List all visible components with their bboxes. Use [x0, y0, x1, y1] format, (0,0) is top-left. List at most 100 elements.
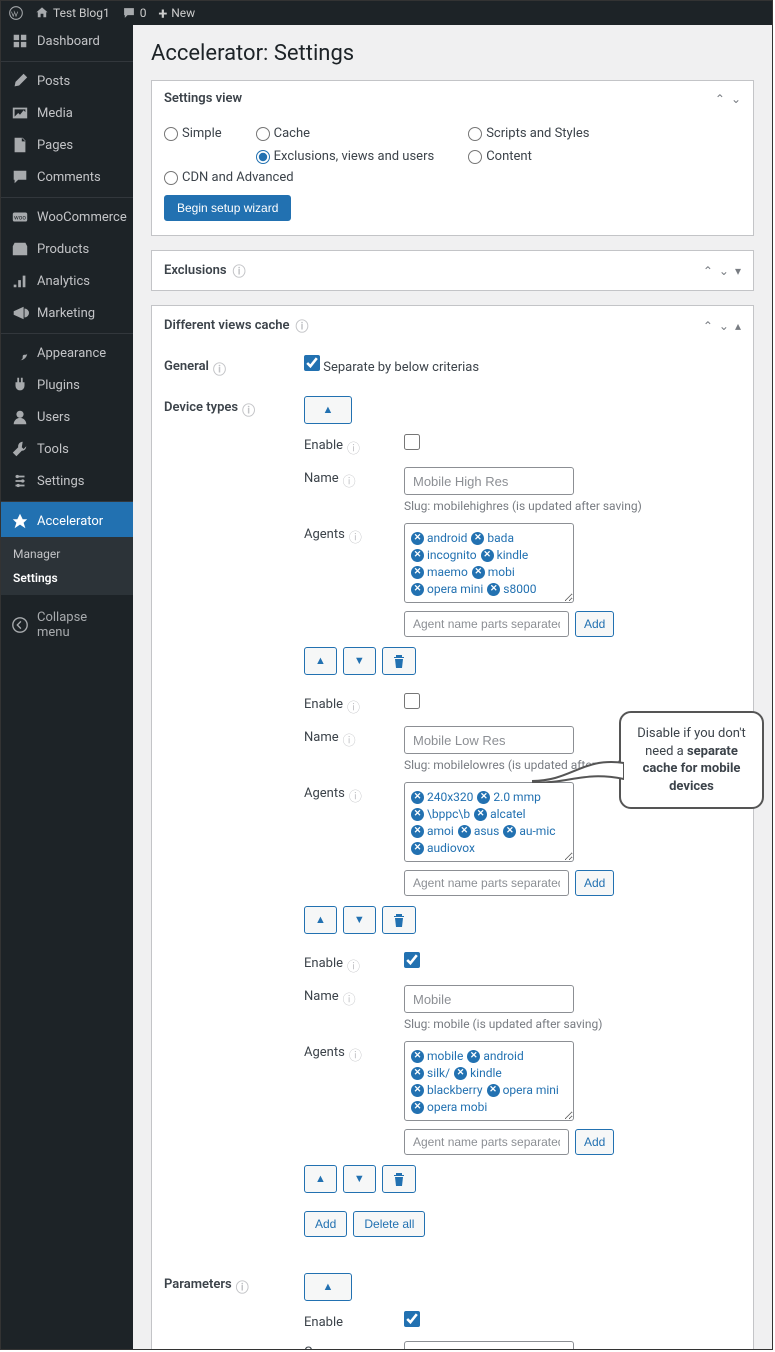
remove-tag-icon[interactable]: ✕ — [458, 825, 471, 838]
remove-tag-icon[interactable]: ✕ — [487, 1084, 500, 1097]
new-link[interactable]: +New — [159, 4, 196, 23]
separate-checkbox[interactable]: Separate by below criterias — [304, 360, 479, 375]
add-button[interactable]: Add — [575, 611, 614, 637]
remove-tag-icon[interactable]: ✕ — [411, 825, 424, 838]
add-button[interactable]: Add — [575, 870, 614, 896]
sidebar-item-dashboard[interactable]: Dashboard — [1, 25, 133, 57]
remove-tag-icon[interactable]: ✕ — [411, 583, 424, 596]
sidebar-item-settings[interactable]: Settings — [1, 465, 133, 497]
help-icon[interactable]: ⓘ — [213, 359, 226, 378]
up-icon[interactable]: ▴ — [735, 319, 741, 333]
expand-down-icon[interactable]: ⌄ — [719, 319, 729, 333]
remove-tag-icon[interactable]: ✕ — [472, 566, 485, 579]
tag-item: ✕opera mini — [411, 582, 483, 596]
collapse-button[interactable]: ▲ — [304, 396, 352, 424]
views-cache-head[interactable]: Different views cache ⓘ ⌃⌄▴ — [152, 306, 753, 345]
view-radio-exclusions-views-and-users[interactable]: Exclusions, views and users — [256, 149, 435, 164]
sidebar-item-products[interactable]: Products — [1, 233, 133, 265]
help-icon[interactable]: ⓘ — [236, 1277, 249, 1296]
add-button[interactable]: Add — [575, 1129, 614, 1155]
sidebar-item-marketing[interactable]: Marketing — [1, 297, 133, 329]
help-icon[interactable]: ⓘ — [233, 261, 246, 280]
remove-tag-icon[interactable]: ✕ — [411, 1067, 424, 1080]
view-radio-scripts-and-styles[interactable]: Scripts and Styles — [468, 126, 589, 141]
view-radio-content[interactable]: Content — [468, 149, 589, 164]
remove-tag-icon[interactable]: ✕ — [411, 549, 424, 562]
tag-input[interactable] — [404, 870, 569, 896]
agents-tagbox[interactable]: ✕android✕bada✕incognito✕kindle✕maemo✕mob… — [404, 523, 574, 603]
move-down-button[interactable]: ▼ — [343, 1165, 376, 1193]
delete-all-button[interactable]: Delete all — [353, 1211, 425, 1237]
expand-down-icon[interactable]: ⌄ — [719, 264, 729, 278]
settings-view-head[interactable]: Settings view ⌃⌄ — [152, 81, 753, 116]
sidebar-item-users[interactable]: Users — [1, 401, 133, 433]
remove-tag-icon[interactable]: ✕ — [487, 583, 500, 596]
move-up-button[interactable]: ▲ — [304, 1165, 337, 1193]
move-down-button[interactable]: ▼ — [343, 906, 376, 934]
sidebar-sub-manager[interactable]: Manager — [1, 542, 133, 566]
enable-checkbox[interactable] — [404, 693, 420, 709]
sidebar-item-plugins[interactable]: Plugins — [1, 369, 133, 401]
name-input[interactable] — [404, 726, 574, 754]
remove-tag-icon[interactable]: ✕ — [454, 1067, 467, 1080]
help-icon[interactable]: ⓘ — [296, 316, 309, 335]
remove-tag-icon[interactable]: ✕ — [411, 1101, 424, 1114]
remove-tag-icon[interactable]: ✕ — [411, 1084, 424, 1097]
remove-tag-icon[interactable]: ✕ — [471, 532, 484, 545]
sidebar-item-analytics[interactable]: Analytics — [1, 265, 133, 297]
dropdown-icon[interactable]: ▾ — [735, 264, 741, 278]
exclusions-head[interactable]: Exclusions ⓘ ⌃⌄▾ — [152, 251, 753, 290]
enable-checkbox[interactable] — [404, 1311, 420, 1327]
remove-tag-icon[interactable]: ✕ — [411, 566, 424, 579]
expand-down-icon[interactable]: ⌄ — [731, 92, 741, 106]
sidebar-item-tools[interactable]: Tools — [1, 433, 133, 465]
sidebar-item-pages[interactable]: Pages — [1, 129, 133, 161]
sidebar-item-appearance[interactable]: Appearance — [1, 333, 133, 369]
view-radio-cdn-and-advanced[interactable]: CDN and Advanced — [164, 170, 294, 185]
move-up-button[interactable]: ▲ — [304, 647, 337, 675]
view-radio-cache[interactable]: Cache — [256, 126, 435, 141]
remove-tag-icon[interactable]: ✕ — [474, 808, 487, 821]
remove-tag-icon[interactable]: ✕ — [477, 791, 490, 804]
comments-link[interactable]: 0 — [122, 6, 147, 20]
sidebar-sub-settings[interactable]: Settings — [1, 566, 133, 590]
collapse-menu[interactable]: Collapse menu — [1, 603, 133, 647]
site-link[interactable]: Test Blog1 — [35, 6, 110, 20]
remove-tag-icon[interactable]: ✕ — [411, 791, 424, 804]
delete-button[interactable] — [382, 647, 416, 675]
agents-tagbox[interactable]: ✕mobile✕android✕silk/✕kindle✕blackberry✕… — [404, 1041, 574, 1121]
tag-input[interactable] — [404, 1129, 569, 1155]
collapse-up-icon[interactable]: ⌃ — [703, 319, 713, 333]
remove-tag-icon[interactable]: ✕ — [503, 825, 516, 838]
sidebar-item-posts[interactable]: Posts — [1, 61, 133, 97]
name-input[interactable] — [404, 467, 574, 495]
remove-tag-icon[interactable]: ✕ — [481, 549, 494, 562]
help-icon[interactable]: ⓘ — [242, 400, 255, 419]
delete-button[interactable] — [382, 906, 416, 934]
sidebar-item-accelerator[interactable]: Accelerator — [1, 501, 133, 537]
tag-input[interactable] — [404, 611, 569, 637]
name-input[interactable] — [404, 985, 574, 1013]
view-radio-simple[interactable]: Simple — [164, 126, 222, 141]
add-group-button[interactable]: Add — [304, 1211, 347, 1237]
sidebar-item-media[interactable]: Media — [1, 97, 133, 129]
sidebar-item-woocommerce[interactable]: wooWooCommerce — [1, 197, 133, 233]
wp-logo[interactable] — [9, 6, 23, 20]
move-down-button[interactable]: ▼ — [343, 647, 376, 675]
collapse-button[interactable]: ▲ — [304, 1273, 352, 1301]
remove-tag-icon[interactable]: ✕ — [411, 842, 424, 855]
remove-tag-icon[interactable]: ✕ — [411, 808, 424, 821]
remove-tag-icon[interactable]: ✕ — [411, 1050, 424, 1063]
collapse-up-icon[interactable]: ⌃ — [703, 264, 713, 278]
delete-button[interactable] — [382, 1165, 416, 1193]
enable-checkbox[interactable] — [404, 952, 420, 968]
agents-tagbox[interactable]: ✕240x320✕2.0 mmp✕\bppc\b✕alcatel✕amoi✕as… — [404, 782, 574, 862]
remove-tag-icon[interactable]: ✕ — [411, 532, 424, 545]
enable-checkbox[interactable] — [404, 434, 420, 450]
group-name-input[interactable] — [404, 1341, 574, 1349]
remove-tag-icon[interactable]: ✕ — [467, 1050, 480, 1063]
collapse-up-icon[interactable]: ⌃ — [715, 92, 725, 106]
begin-wizard-button[interactable]: Begin setup wizard — [164, 195, 291, 221]
move-up-button[interactable]: ▲ — [304, 906, 337, 934]
sidebar-item-comments[interactable]: Comments — [1, 161, 133, 193]
